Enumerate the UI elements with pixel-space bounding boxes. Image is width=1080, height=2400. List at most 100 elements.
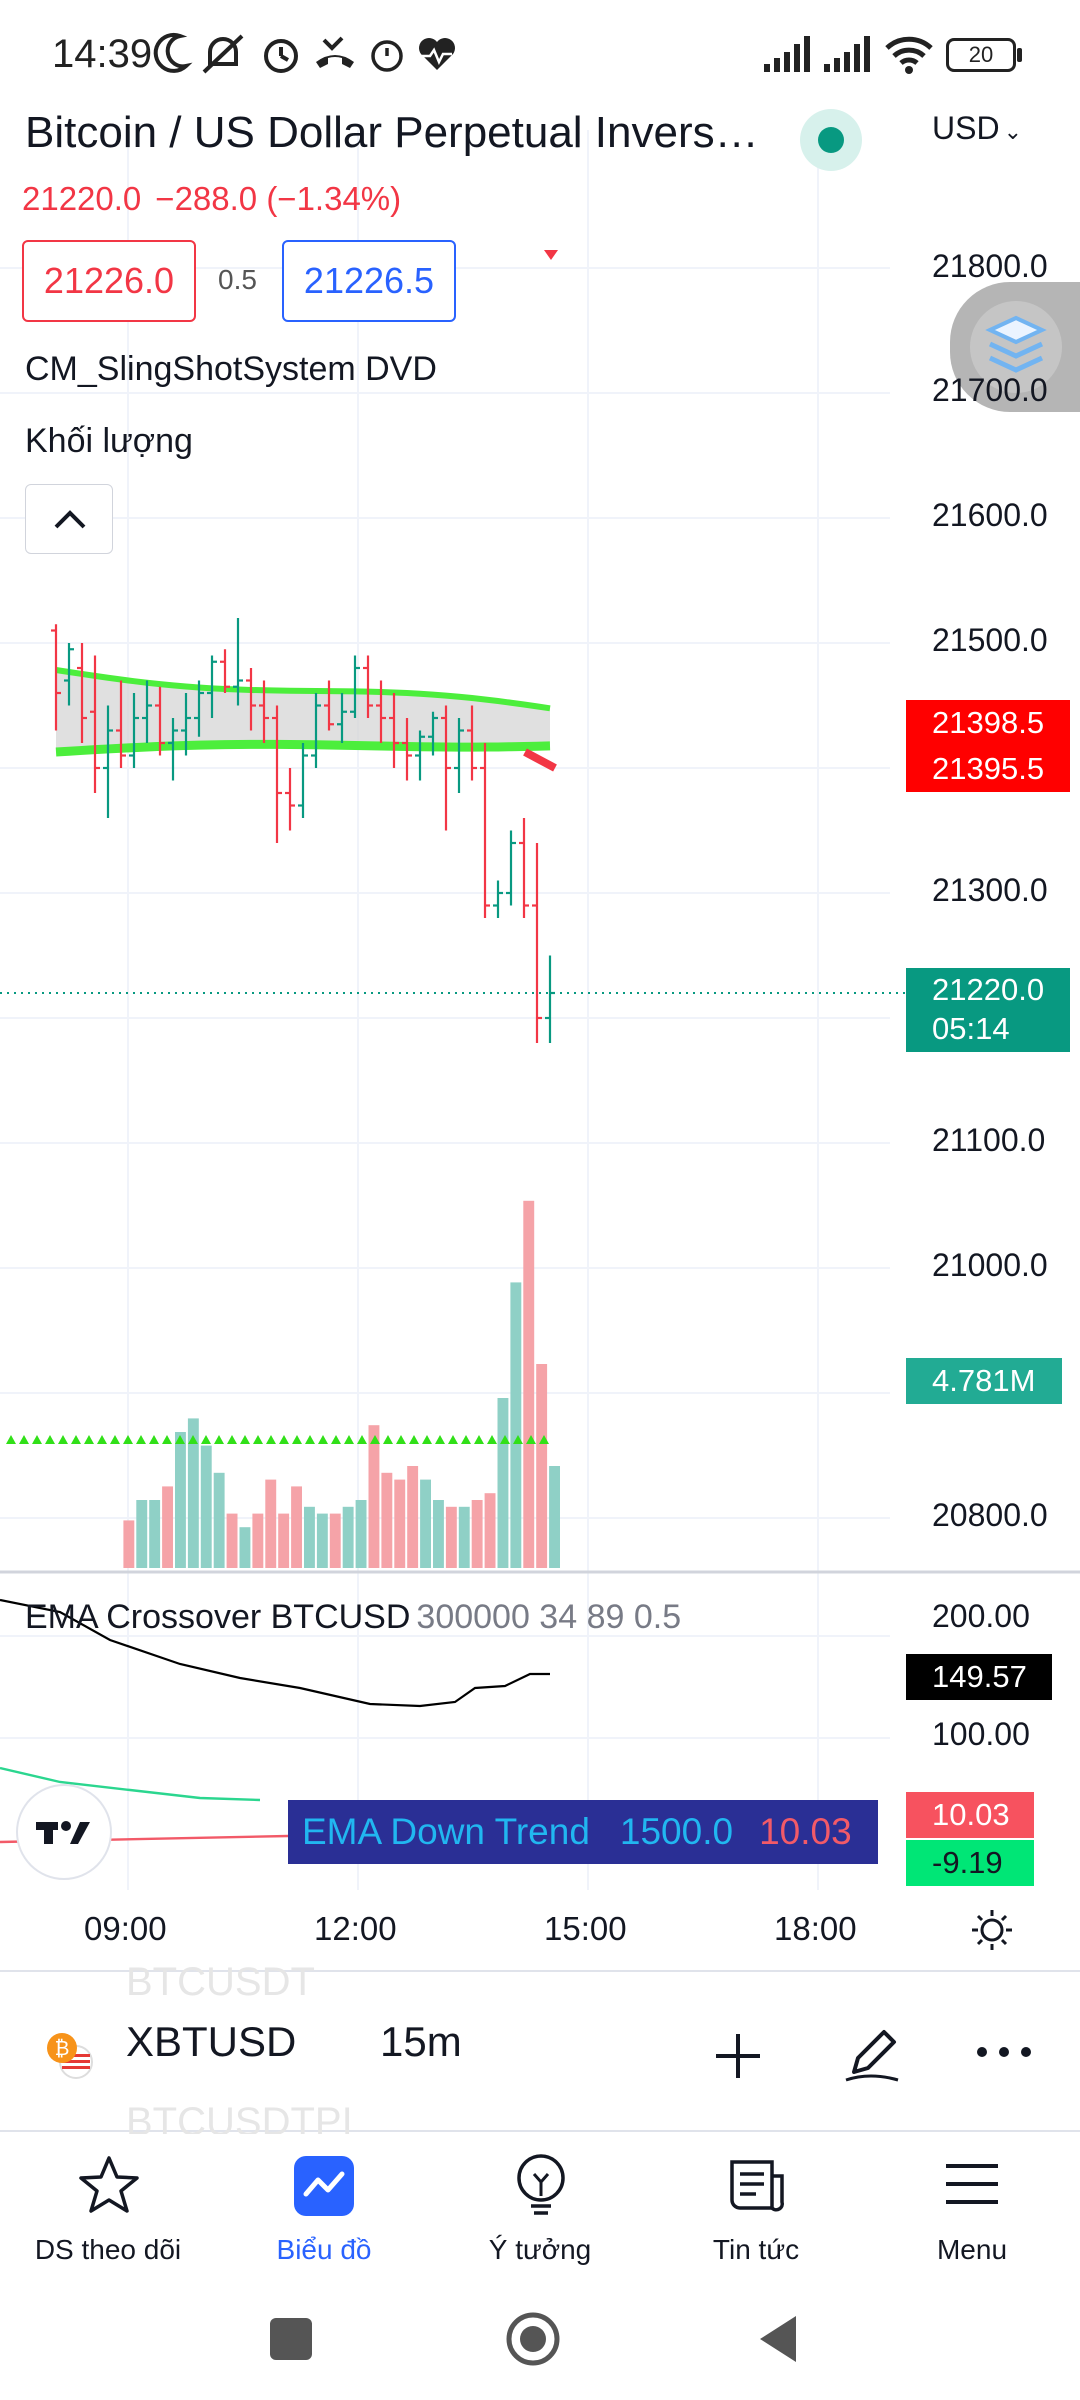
volume-bar	[497, 1398, 509, 1568]
signal-marker	[305, 1435, 315, 1444]
signal-marker	[253, 1435, 263, 1444]
last-price-tag: 21220.0 05:14	[906, 968, 1070, 1052]
missed-call-icon	[316, 36, 354, 68]
volume-bar	[342, 1506, 354, 1568]
more-options-icon[interactable]	[974, 2042, 1034, 2062]
volume-bar	[484, 1493, 496, 1568]
signal-marker	[448, 1435, 458, 1444]
ema-indicator-params: 300000 34 89 0.5	[416, 1598, 682, 1636]
signal-marker	[318, 1435, 328, 1444]
slingshot-band	[55, 667, 557, 772]
settings-sun-icon[interactable]	[970, 1908, 1014, 1952]
add-icon[interactable]	[710, 2028, 766, 2084]
price-axis-label: 21000.0	[932, 1247, 1048, 1283]
volume-bar	[329, 1513, 341, 1568]
time-axis-label: 09:00	[84, 1910, 167, 1947]
signal-marker	[214, 1435, 224, 1444]
sell-button[interactable]: 21226.0	[22, 240, 196, 322]
volume-bar	[149, 1500, 161, 1568]
ema-indicator-label[interactable]: EMA Crossover BTCUSD 300000 34 89 0.5	[25, 1598, 681, 1637]
layers-icon	[970, 301, 1062, 393]
nav-label: DS theo dõi	[34, 2234, 182, 2265]
signal-marker	[6, 1435, 16, 1444]
currency-select[interactable]: USD ⌄	[932, 110, 1022, 147]
price-line: 21220.0 −288.0 (−1.34%)	[22, 180, 401, 218]
battery-level: 20	[968, 42, 994, 67]
floating-assistant-bubble[interactable]	[950, 282, 1080, 412]
chevron-up-icon	[54, 510, 86, 529]
nav-label: Tin tức	[712, 2234, 800, 2265]
volume-bar	[316, 1513, 328, 1568]
status-time: 14:39	[52, 32, 153, 76]
tradingview-logo[interactable]	[18, 1786, 110, 1878]
ema-indicator-name: EMA Crossover BTCUSD	[25, 1598, 411, 1636]
volume-indicator-label[interactable]: Khối lượng	[25, 422, 193, 460]
low-price-tag: 21395.5	[906, 746, 1070, 792]
pencil-icon[interactable]	[840, 2022, 904, 2086]
battery-icon: 20	[946, 38, 1016, 72]
moon-icon	[153, 32, 193, 73]
signal-marker	[292, 1435, 302, 1444]
price-chart[interactable]	[0, 0, 1080, 1970]
status-bar: 14:39 20	[0, 0, 1080, 112]
buy-button[interactable]: 21226.5	[282, 240, 456, 322]
nav-label: Biểu đồ	[276, 2234, 372, 2265]
svg-text:₿: ₿	[55, 2036, 70, 2060]
ema-axis-label: 100.00	[932, 1716, 1030, 1752]
price-axis-label: 21500.0	[932, 622, 1048, 658]
band-end-red	[523, 748, 557, 772]
bitcoin-flag-icon: ₿	[47, 2033, 93, 2079]
signal-marker	[227, 1435, 237, 1444]
time-axis-label: 12:00	[314, 1910, 397, 1947]
back-button[interactable]	[756, 2314, 802, 2364]
signal-marker	[279, 1435, 289, 1444]
ema-banner-name: EMA Down Trend	[302, 1811, 590, 1852]
volume-bar	[394, 1479, 406, 1568]
symbol-title[interactable]: Bitcoin / US Dollar Perpetual Inverse Sw…	[25, 108, 765, 157]
volume-bar	[200, 1445, 212, 1568]
signal-marker	[149, 1435, 159, 1444]
ema-trend-banner: EMA Down Trend 1500.0 10.03	[288, 1800, 878, 1864]
ema-green-tag: -9.19	[906, 1840, 1034, 1886]
volume-bar	[549, 1466, 560, 1568]
signal-marker	[461, 1435, 471, 1444]
interval-selector[interactable]: 15m	[380, 2018, 462, 2065]
market-status-indicator[interactable]	[800, 109, 862, 171]
last-price: 21220.0	[22, 180, 142, 217]
chart-toolbar: BTCUSDT BTCUSDTPI ₿ XBTUSD 15m	[0, 1960, 1080, 2144]
recent-apps-button[interactable]	[270, 2318, 312, 2360]
signal-marker	[45, 1435, 55, 1444]
volume-bar	[445, 1506, 457, 1568]
ema-price-line	[0, 1598, 550, 1708]
band-fast-line	[55, 667, 551, 712]
signal-marker	[110, 1435, 120, 1444]
chart-icon	[294, 2156, 354, 2216]
volume-bar	[175, 1432, 186, 1568]
symbol-selector[interactable]: XBTUSD	[126, 2018, 297, 2065]
nav-label: Menu	[936, 2234, 1008, 2265]
volume-bar	[162, 1486, 173, 1568]
red-marker-icon	[544, 250, 558, 260]
home-button[interactable]	[504, 2310, 562, 2368]
price-axis-label: 21800.0	[932, 248, 1048, 284]
signal-marker	[383, 1435, 393, 1444]
ema-value-tag: 149.57	[906, 1654, 1052, 1700]
volume-bar	[510, 1282, 522, 1568]
price-axis-label: 21100.0	[932, 1122, 1046, 1158]
wifi-icon	[885, 36, 933, 74]
signal-icon-2	[824, 36, 870, 72]
time-axis-label: 18:00	[774, 1910, 857, 1947]
heart-icon	[419, 38, 455, 70]
signal-marker	[19, 1435, 29, 1444]
collapse-legend-button[interactable]	[25, 484, 113, 554]
signal-marker	[175, 1435, 185, 1444]
signal-marker	[539, 1435, 549, 1444]
battery-tip	[1017, 48, 1022, 62]
price-axis-label: 20800.0	[932, 1497, 1048, 1533]
alarm-icon	[264, 39, 298, 73]
volume-bar	[458, 1506, 470, 1568]
volume-bar	[420, 1479, 431, 1568]
mute-bell-icon	[202, 34, 244, 74]
ema-fast-line	[0, 1766, 261, 1802]
slingshot-indicator-label[interactable]: CM_SlingShotSystem DVD	[25, 350, 437, 388]
